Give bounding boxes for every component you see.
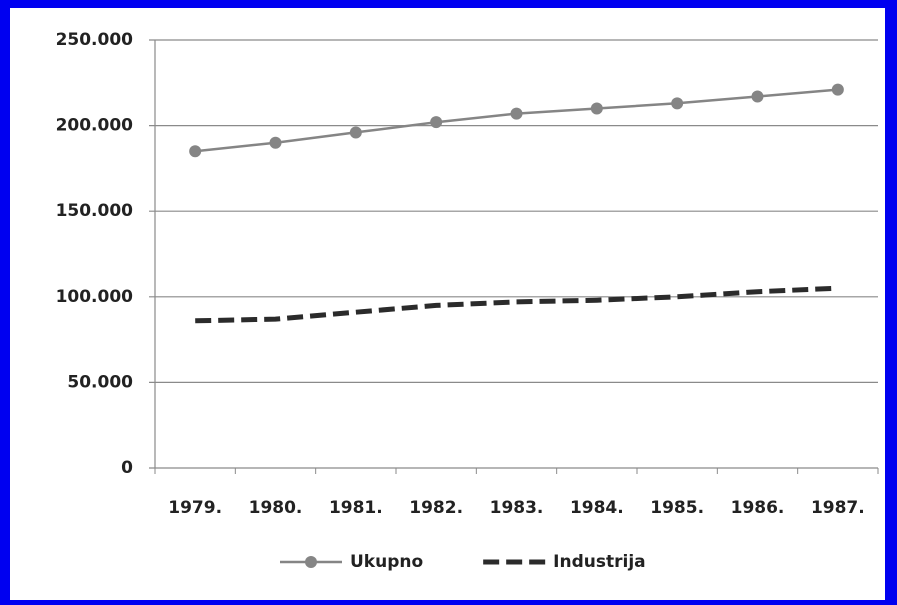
- data-point: [590, 102, 603, 115]
- data-point: [349, 126, 362, 139]
- x-tick-label: 1980.: [249, 498, 303, 518]
- data-point: [751, 90, 764, 103]
- x-tick-label: 1979.: [168, 498, 222, 518]
- legend-label: Industrija: [553, 552, 645, 572]
- x-tick-label: 1983.: [490, 498, 544, 518]
- x-tick-label: 1985.: [650, 498, 704, 518]
- data-point: [831, 83, 844, 96]
- legend-marker: [305, 556, 317, 568]
- chart-background: [10, 8, 885, 600]
- x-tick-label: 1986.: [731, 498, 785, 518]
- data-point: [510, 107, 523, 120]
- x-tick-label: 1981.: [329, 498, 383, 518]
- series-line: [195, 285, 838, 324]
- x-tick-label: 1984.: [570, 498, 624, 518]
- y-tick-label: 50.000: [67, 372, 133, 392]
- y-tick-label: 0: [121, 458, 133, 478]
- y-tick-label: 100.000: [56, 287, 134, 307]
- y-tick-label: 250.000: [56, 30, 134, 50]
- legend-label: Ukupno: [350, 552, 423, 572]
- x-tick-label: 1987.: [811, 498, 865, 518]
- y-tick-label: 200.000: [56, 116, 134, 136]
- data-point: [189, 145, 202, 158]
- y-tick-label: 150.000: [56, 201, 134, 221]
- data-point: [269, 136, 282, 149]
- data-point: [430, 116, 443, 129]
- x-tick-label: 1982.: [409, 498, 463, 518]
- data-point: [671, 97, 684, 110]
